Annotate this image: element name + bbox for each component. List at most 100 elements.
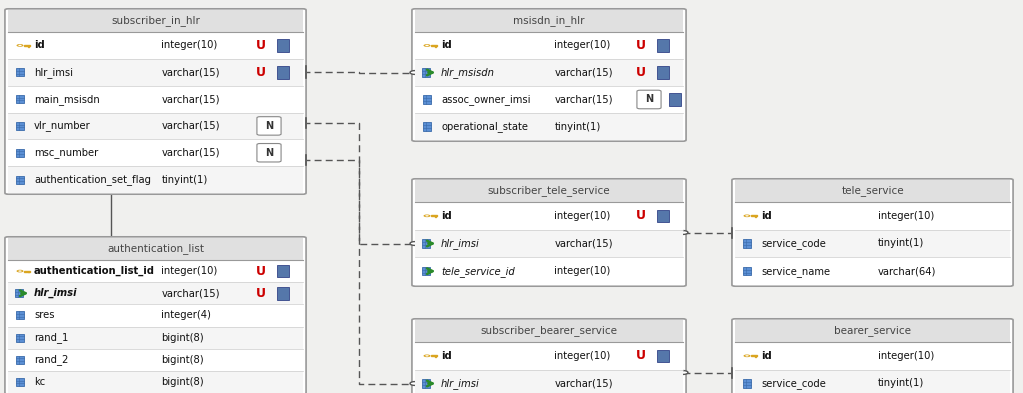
- Bar: [8, 282, 303, 304]
- Bar: [8, 166, 303, 193]
- Text: U: U: [256, 39, 266, 52]
- Circle shape: [18, 270, 21, 272]
- Bar: [8, 59, 303, 86]
- Text: varchar(15): varchar(15): [162, 121, 220, 131]
- Circle shape: [745, 355, 749, 356]
- Bar: [431, 45, 437, 46]
- Text: id: id: [441, 40, 452, 50]
- FancyBboxPatch shape: [731, 179, 1013, 286]
- Text: msc_number: msc_number: [34, 147, 98, 158]
- Text: U: U: [636, 209, 646, 222]
- Text: subscriber_in_hlr: subscriber_in_hlr: [112, 16, 199, 26]
- Bar: [415, 342, 683, 370]
- Text: id: id: [761, 351, 771, 361]
- Bar: [16, 311, 25, 320]
- Text: rand_2: rand_2: [34, 354, 69, 365]
- Text: varchar(64): varchar(64): [878, 266, 936, 276]
- Bar: [422, 239, 431, 248]
- Bar: [16, 176, 25, 184]
- Bar: [8, 349, 303, 371]
- FancyBboxPatch shape: [637, 90, 661, 109]
- Bar: [16, 149, 25, 157]
- Text: N: N: [644, 94, 653, 105]
- Bar: [16, 356, 25, 364]
- Text: service_code: service_code: [761, 378, 826, 389]
- Text: rand_1: rand_1: [34, 332, 69, 343]
- Text: integer(10): integer(10): [162, 266, 218, 276]
- Text: hlr_msisdn: hlr_msisdn: [441, 67, 495, 78]
- Text: subscriber_tele_service: subscriber_tele_service: [488, 185, 611, 196]
- Bar: [277, 265, 288, 277]
- Circle shape: [424, 354, 431, 357]
- Text: subscriber_bearer_service: subscriber_bearer_service: [481, 325, 618, 336]
- Text: varchar(15): varchar(15): [162, 148, 220, 158]
- Text: integer(10): integer(10): [554, 40, 611, 50]
- Text: U: U: [636, 349, 646, 362]
- FancyBboxPatch shape: [257, 143, 281, 162]
- Bar: [735, 180, 1010, 202]
- Text: N: N: [265, 121, 273, 131]
- Bar: [24, 271, 30, 272]
- Text: assoc_owner_imsi: assoc_owner_imsi: [441, 94, 531, 105]
- Circle shape: [744, 215, 751, 217]
- Circle shape: [426, 45, 429, 46]
- Bar: [415, 59, 683, 86]
- Bar: [422, 123, 431, 130]
- Circle shape: [745, 215, 749, 217]
- Text: hlr_imsi: hlr_imsi: [34, 67, 73, 78]
- Bar: [422, 68, 431, 77]
- Bar: [8, 10, 303, 32]
- Bar: [658, 209, 669, 222]
- Bar: [415, 10, 683, 32]
- Bar: [743, 380, 751, 387]
- Circle shape: [678, 231, 688, 234]
- Bar: [16, 378, 25, 386]
- Circle shape: [424, 44, 431, 47]
- Bar: [415, 32, 683, 59]
- Text: integer(10): integer(10): [554, 211, 611, 221]
- FancyBboxPatch shape: [5, 237, 306, 393]
- Text: bigint(8): bigint(8): [162, 332, 204, 343]
- Bar: [8, 327, 303, 349]
- Bar: [8, 260, 303, 282]
- Text: id: id: [441, 211, 452, 221]
- Bar: [415, 370, 683, 393]
- Text: tinyint(1): tinyint(1): [162, 174, 208, 185]
- Text: hlr_imsi: hlr_imsi: [441, 378, 480, 389]
- Bar: [8, 238, 303, 260]
- Text: tinyint(1): tinyint(1): [878, 239, 924, 248]
- Text: varchar(15): varchar(15): [554, 94, 613, 105]
- Bar: [735, 230, 1010, 257]
- Bar: [16, 95, 25, 103]
- Bar: [669, 93, 680, 106]
- Bar: [415, 113, 683, 140]
- FancyBboxPatch shape: [412, 319, 686, 393]
- Text: integer(4): integer(4): [162, 310, 212, 320]
- Bar: [16, 122, 25, 130]
- Text: authentication_list: authentication_list: [107, 244, 204, 254]
- Bar: [658, 66, 669, 79]
- Circle shape: [410, 71, 420, 74]
- Text: hlr_imsi: hlr_imsi: [34, 288, 78, 298]
- Text: tinyint(1): tinyint(1): [554, 121, 601, 132]
- Text: tele_service_id: tele_service_id: [441, 266, 515, 277]
- Bar: [735, 370, 1010, 393]
- Text: authentication_set_flag: authentication_set_flag: [34, 174, 151, 185]
- Bar: [8, 371, 303, 393]
- Bar: [8, 86, 303, 112]
- Text: service_code: service_code: [761, 238, 826, 249]
- Text: vlr_number: vlr_number: [34, 121, 91, 131]
- Circle shape: [16, 44, 24, 47]
- Circle shape: [678, 371, 688, 375]
- Bar: [743, 267, 751, 275]
- Bar: [16, 334, 25, 342]
- Bar: [8, 32, 303, 59]
- FancyBboxPatch shape: [412, 179, 686, 286]
- Text: U: U: [636, 39, 646, 52]
- Text: tele_service: tele_service: [841, 185, 903, 196]
- Text: U: U: [256, 287, 266, 300]
- Bar: [24, 45, 30, 46]
- Circle shape: [410, 242, 420, 245]
- Bar: [277, 287, 288, 299]
- Bar: [415, 202, 683, 230]
